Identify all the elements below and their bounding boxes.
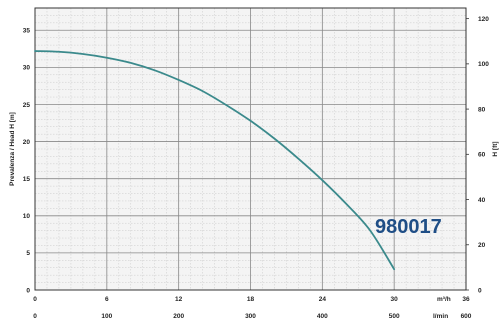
x-tick-label-secondary: 400 [317, 313, 328, 320]
x-axis-label-primary: m³/h [437, 296, 451, 303]
minor-grid [35, 8, 466, 290]
x-tick-label-primary: 24 [319, 296, 327, 303]
y-tick-label-left: 5 [26, 250, 30, 257]
y-axis-label-right: H [ft] [492, 141, 499, 156]
x-axis-label-secondary: l/min [433, 313, 448, 320]
y-tick-label-right: 120 [478, 16, 489, 23]
x-tick-label-primary: 18 [247, 296, 255, 303]
y-tick-label-left: 25 [23, 102, 31, 109]
y-axis-label-left: Prevalenza / Head H [m] [9, 112, 16, 186]
y-tick-label-left: 30 [23, 65, 31, 72]
y-tick-label-left: 35 [23, 28, 31, 35]
y-tick-label-right: 0 [478, 287, 482, 294]
x-tick-label-primary: 6 [105, 296, 109, 303]
y-tick-label-left: 10 [23, 213, 31, 220]
x-tick-label-secondary: 200 [173, 313, 184, 320]
x-tick-label-primary: 36 [462, 296, 470, 303]
series-line-0 [34, 50, 396, 271]
y-tick-label-left: 20 [23, 139, 31, 146]
x-tick-label-primary: 0 [33, 296, 37, 303]
y-tick-label-right: 80 [478, 106, 486, 113]
series-layer [34, 50, 396, 271]
x-tick-label-primary: 30 [391, 296, 399, 303]
x-tick-label-secondary: 0 [33, 313, 37, 320]
x-tick-labels-secondary: 0 100 200 300 400 500 600 [33, 313, 472, 320]
x-tick-label-secondary: 500 [389, 313, 400, 320]
model-number-annotation: 980017 [375, 216, 442, 238]
y-tick-label-left: 15 [23, 176, 31, 183]
y-tick-label-right: 40 [478, 197, 486, 204]
y-tick-label-left: 0 [26, 287, 30, 294]
right-y-tick-labels: 0 20 40 60 80 100 120 [466, 16, 489, 294]
y-tick-label-right: 20 [478, 242, 486, 249]
plot-frame [34, 7, 467, 291]
y-tick-label-right: 100 [478, 61, 489, 68]
left-y-tick-labels: 0 5 10 15 20 25 30 35 [23, 28, 31, 295]
x-tick-label-secondary: 100 [101, 313, 112, 320]
major-grid [35, 8, 466, 290]
x-tick-label-primary: 12 [175, 296, 183, 303]
x-tick-labels-primary: 0 6 12 18 24 30 36 [33, 296, 470, 303]
x-tick-label-secondary: 600 [461, 313, 472, 320]
y-tick-label-right: 60 [478, 152, 486, 159]
x-tick-label-secondary: 300 [245, 313, 256, 320]
